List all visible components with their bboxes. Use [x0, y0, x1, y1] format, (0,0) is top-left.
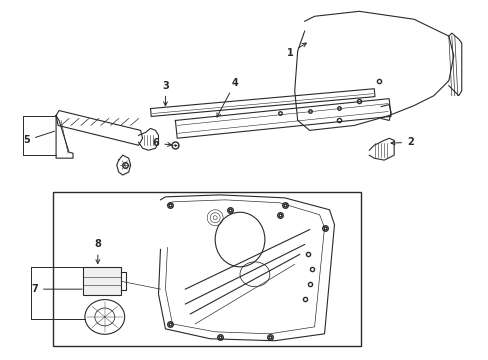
Text: 8: 8 [94, 239, 101, 264]
FancyBboxPatch shape [53, 192, 361, 346]
Text: 1: 1 [286, 43, 305, 58]
Text: 5: 5 [23, 131, 54, 145]
FancyBboxPatch shape [83, 267, 121, 295]
Text: 2: 2 [390, 137, 413, 147]
Text: 3: 3 [162, 81, 168, 106]
Text: 6: 6 [152, 138, 171, 148]
Text: 7: 7 [31, 284, 82, 294]
Text: 4: 4 [217, 78, 238, 117]
